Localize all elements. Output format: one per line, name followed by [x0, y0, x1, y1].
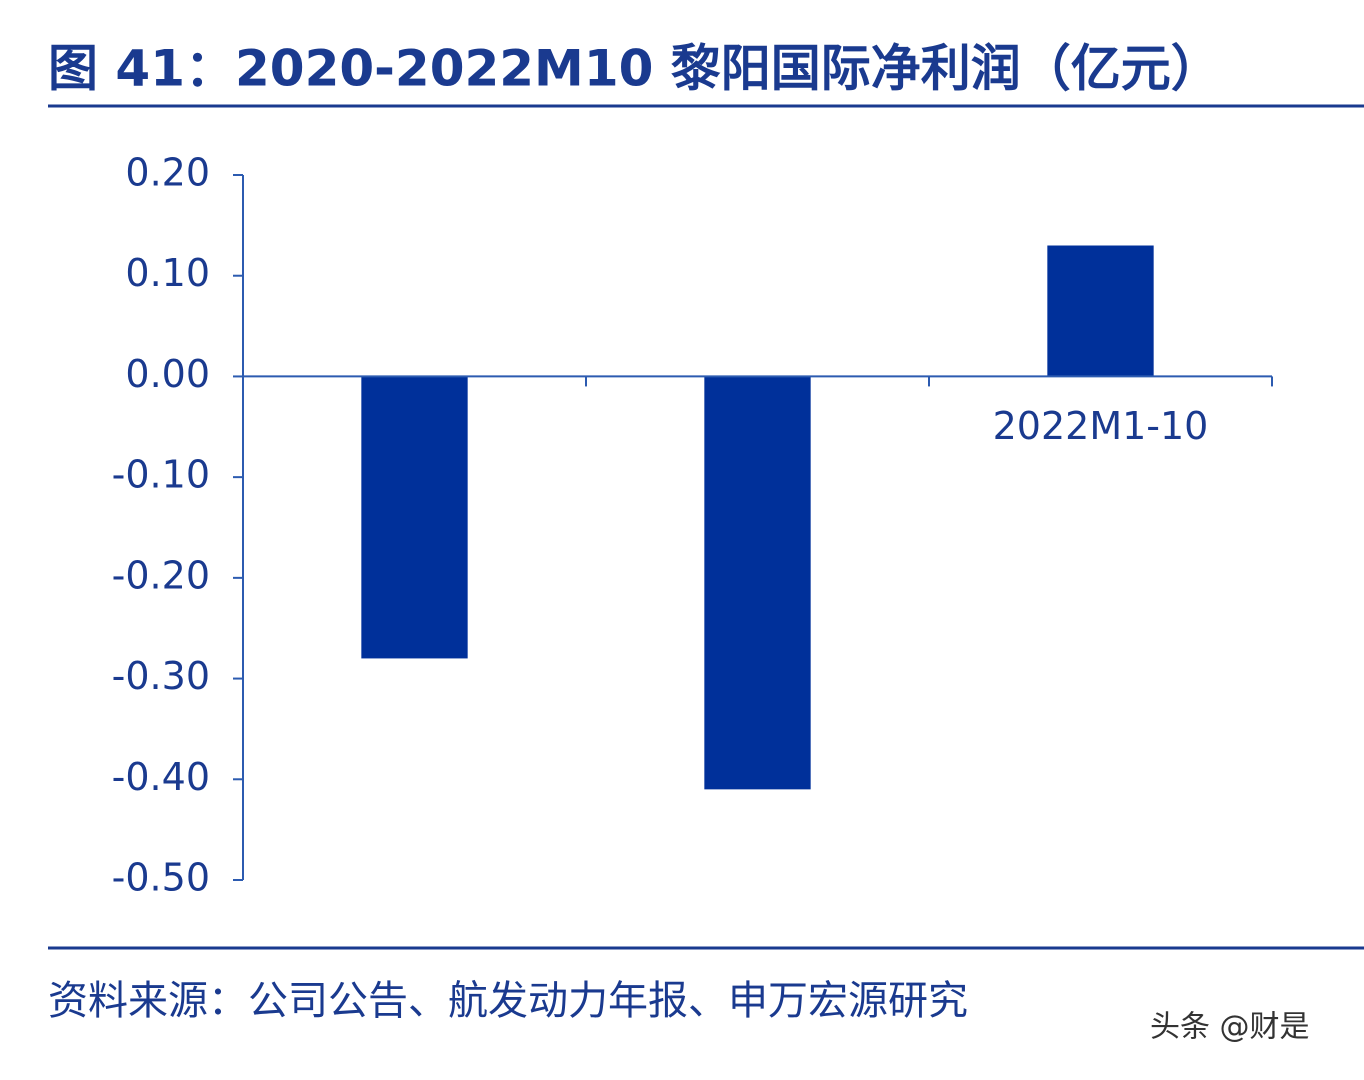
watermark: 头条 @财是 [1150, 1010, 1310, 1045]
bar [1047, 245, 1154, 377]
y-tick-label: -0.20 [112, 553, 210, 597]
source-note: 资料来源：公司公告、航发动力年报、申万宏源研究 [48, 978, 968, 1024]
bar [361, 376, 468, 659]
y-tick-label: 0.10 [125, 251, 210, 295]
y-tick-label: 0.00 [125, 352, 210, 396]
x-tick-label: 2022M1-10 [993, 404, 1209, 448]
y-tick-label: -0.10 [112, 453, 210, 497]
y-tick-label: -0.50 [112, 856, 210, 900]
y-tick-label: 0.20 [125, 151, 210, 195]
y-tick-label: -0.40 [112, 755, 210, 799]
bar [704, 376, 811, 790]
y-tick-label: -0.30 [112, 654, 210, 698]
chart-title: 图 41：2020-2022M10 黎阳国际净利润（亿元） [48, 40, 1221, 98]
